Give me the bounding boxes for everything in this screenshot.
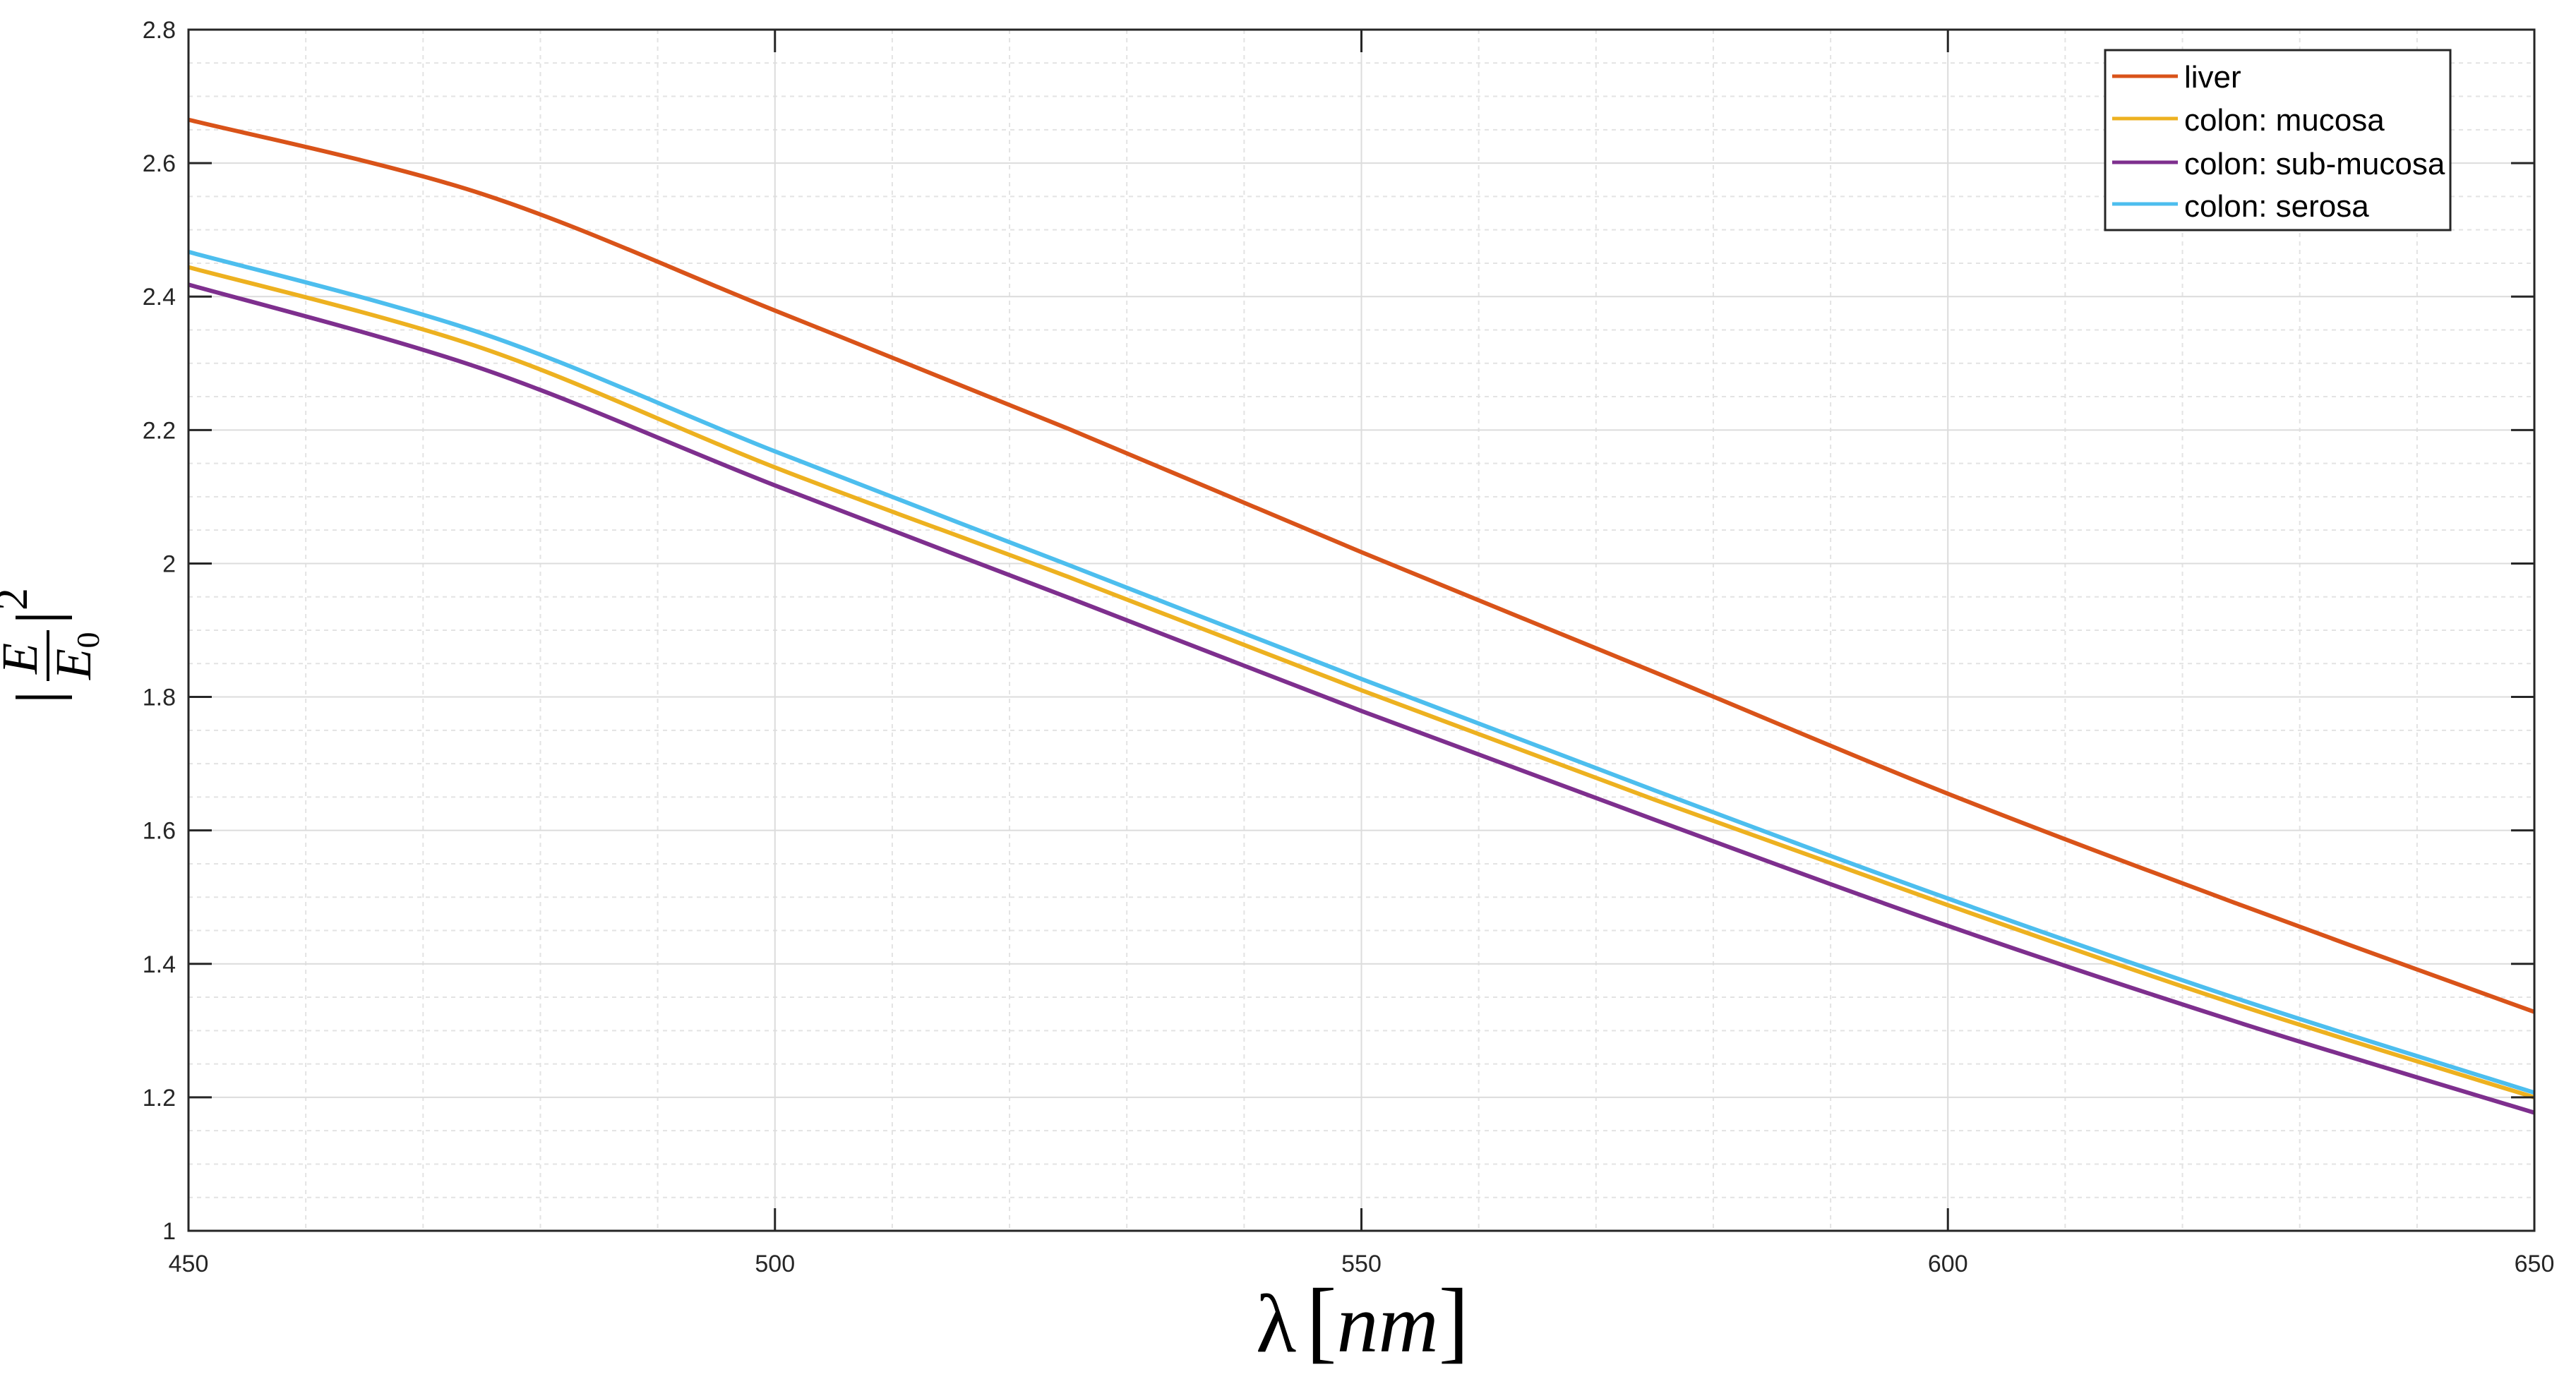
legend-item-liver[interactable]: liver: [2112, 60, 2241, 95]
y-tick-label: 1.2: [143, 1085, 176, 1112]
y-tick-label: 1.6: [143, 818, 176, 845]
y-label-subscript: 0: [70, 632, 106, 649]
y-label-numerator: E: [0, 643, 48, 675]
y-label-exponent: 2: [0, 588, 37, 610]
x-axis-label: λ [nm]: [1256, 1270, 1469, 1372]
axes: [187, 28, 2536, 1232]
legend-box: [2104, 49, 2452, 231]
y-tick-label: 2.6: [143, 150, 176, 177]
y-axis-label: E E 0 2: [0, 588, 106, 699]
series-line-colon-serosa: [188, 249, 2535, 1095]
series-line-colon-mucosa: [188, 265, 2535, 1100]
y-tick-label: 1.4: [143, 951, 176, 978]
legend-item-colon-mucosa[interactable]: colon: mucosa: [2112, 103, 2385, 138]
x-tick-label: 600: [1928, 1251, 1968, 1277]
x-tick-label: 650: [2515, 1251, 2555, 1277]
legend-label: colon: serosa: [2184, 189, 2369, 224]
legend: liver colon: mucosa colon: sub-mucosa co…: [2104, 49, 2452, 231]
legend-label: liver: [2184, 60, 2241, 95]
y-tick-label: 1.8: [143, 685, 176, 711]
y-tick-label: 2.8: [143, 17, 176, 44]
x-label-unit: nm: [1337, 1277, 1439, 1370]
x-tick-label: 450: [169, 1251, 209, 1277]
legend-item-colon-sub-mucosa[interactable]: colon: sub-mucosa: [2112, 147, 2445, 181]
legend-item-colon-serosa[interactable]: colon: serosa: [2112, 189, 2369, 224]
y-tick-label: 1: [162, 1218, 176, 1245]
legend-label: colon: mucosa: [2184, 103, 2385, 138]
y-label-denominator: E: [45, 649, 102, 680]
series-line-liver: [188, 117, 2536, 1014]
y-tick-label: 2.2: [143, 417, 176, 444]
plot-lines: [188, 117, 2536, 1115]
tick-labels: 450 500 550 600 650 1 1.2 1.4 1.6 1.8 2 2.2 2.4 2.6 2.…: [143, 17, 2555, 1277]
x-label-symbol: λ: [1256, 1277, 1296, 1370]
series-line-colon-sub-mucosa: [188, 282, 2535, 1115]
svg-text:λ[nm]: λ [nm]: [1256, 1270, 1469, 1372]
x-tick-label: 500: [755, 1251, 795, 1277]
x-tick-label: 550: [1341, 1251, 1382, 1277]
legend-label: colon: sub-mucosa: [2184, 147, 2445, 181]
y-tick-label: 2.4: [143, 284, 176, 311]
y-tick-label: 2: [162, 550, 176, 577]
